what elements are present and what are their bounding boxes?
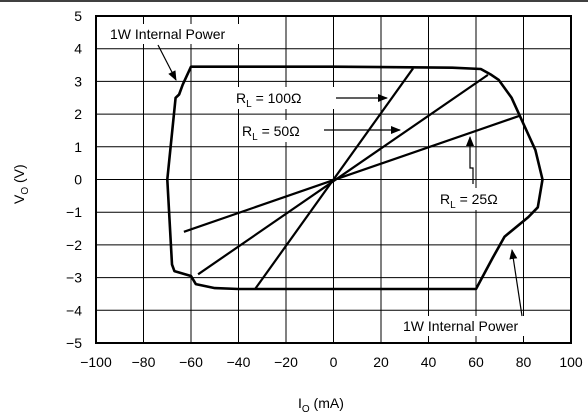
y-tick-labels: 5 4 3 2 1 0 −1 −2 −3 −4 −5 — [66, 8, 82, 351]
y-axis-title: VO (V) — [11, 164, 31, 204]
x-axis-title-unit: (mA) — [310, 395, 344, 411]
annotation-rl50-bg — [240, 120, 322, 142]
y-tick-label: 2 — [74, 106, 82, 122]
rl50-value: = 50Ω — [258, 123, 300, 139]
rl100-sub: L — [246, 99, 252, 110]
grid-lines — [96, 16, 571, 343]
x-tick-label: −40 — [227, 354, 251, 370]
plot-frame — [95, 15, 572, 344]
x-tick-labels: −100 −80 −60 −40 −20 0 20 40 60 80 100 — [80, 354, 583, 370]
y-tick-label: 5 — [74, 8, 82, 24]
y-tick-label: 0 — [74, 172, 82, 188]
x-axis-title-main: I — [298, 395, 302, 411]
y-axis-title-unit: (V) — [11, 164, 27, 187]
rl50-sub: L — [252, 132, 258, 143]
series-layer — [166, 65, 544, 291]
arrow-rl25 — [466, 136, 474, 184]
annotation-power-top-bg — [106, 24, 256, 44]
annotation-power-top: 1W Internal Power — [110, 26, 225, 42]
x-tick-label: 20 — [373, 354, 389, 370]
x-tick-label: 40 — [421, 354, 437, 370]
annotation-rl100-bg — [234, 87, 334, 109]
load-line-100ohm — [254, 67, 414, 290]
annotation-rl50: RL = 50Ω — [242, 123, 300, 143]
x-tick-label: −100 — [80, 354, 112, 370]
rl100-prefix: R — [236, 90, 246, 106]
x-tick-label: 80 — [516, 354, 532, 370]
rl25-prefix: R — [440, 191, 450, 207]
x-tick-label: 0 — [330, 354, 338, 370]
y-tick-label: −3 — [66, 270, 82, 286]
y-tick-label: 4 — [74, 41, 82, 57]
y-tick-label: −4 — [66, 302, 82, 318]
annotation-rl25: RL = 25Ω — [440, 191, 498, 211]
annotation-rl100: RL = 100Ω — [236, 90, 301, 110]
y-tick-label: 1 — [74, 139, 82, 155]
rl25-value: = 25Ω — [456, 191, 498, 207]
rl25-sub: L — [450, 200, 456, 211]
y-tick-label: −1 — [66, 204, 82, 220]
arrow-power-bottom — [509, 249, 523, 317]
arrow-power-top — [157, 44, 177, 81]
y-tick-label: −2 — [66, 237, 82, 253]
x-tick-label: −60 — [179, 354, 203, 370]
load-line-50ohm — [197, 73, 489, 276]
y-axis-title-main: V — [11, 194, 27, 204]
y-axis-title-sub: O — [20, 187, 31, 195]
rl100-value: = 100Ω — [252, 90, 302, 106]
x-tick-label: 100 — [559, 354, 583, 370]
power-boundary-curve — [166, 65, 544, 291]
load-line-25ohm — [183, 114, 521, 233]
y-tick-label: −5 — [66, 335, 82, 351]
annotation-rl25-bg — [438, 188, 520, 210]
x-axis-title-sub: O — [302, 404, 310, 415]
rl50-prefix: R — [242, 123, 252, 139]
x-tick-label: 60 — [468, 354, 484, 370]
annotation-power-bottom: 1W Internal Power — [403, 318, 518, 334]
annotation-power-bottom-bg — [398, 316, 558, 336]
x-tick-label: −20 — [274, 354, 298, 370]
x-tick-label: −80 — [132, 354, 156, 370]
y-tick-label: 3 — [74, 73, 82, 89]
x-axis-title: IO (mA) — [298, 395, 344, 415]
